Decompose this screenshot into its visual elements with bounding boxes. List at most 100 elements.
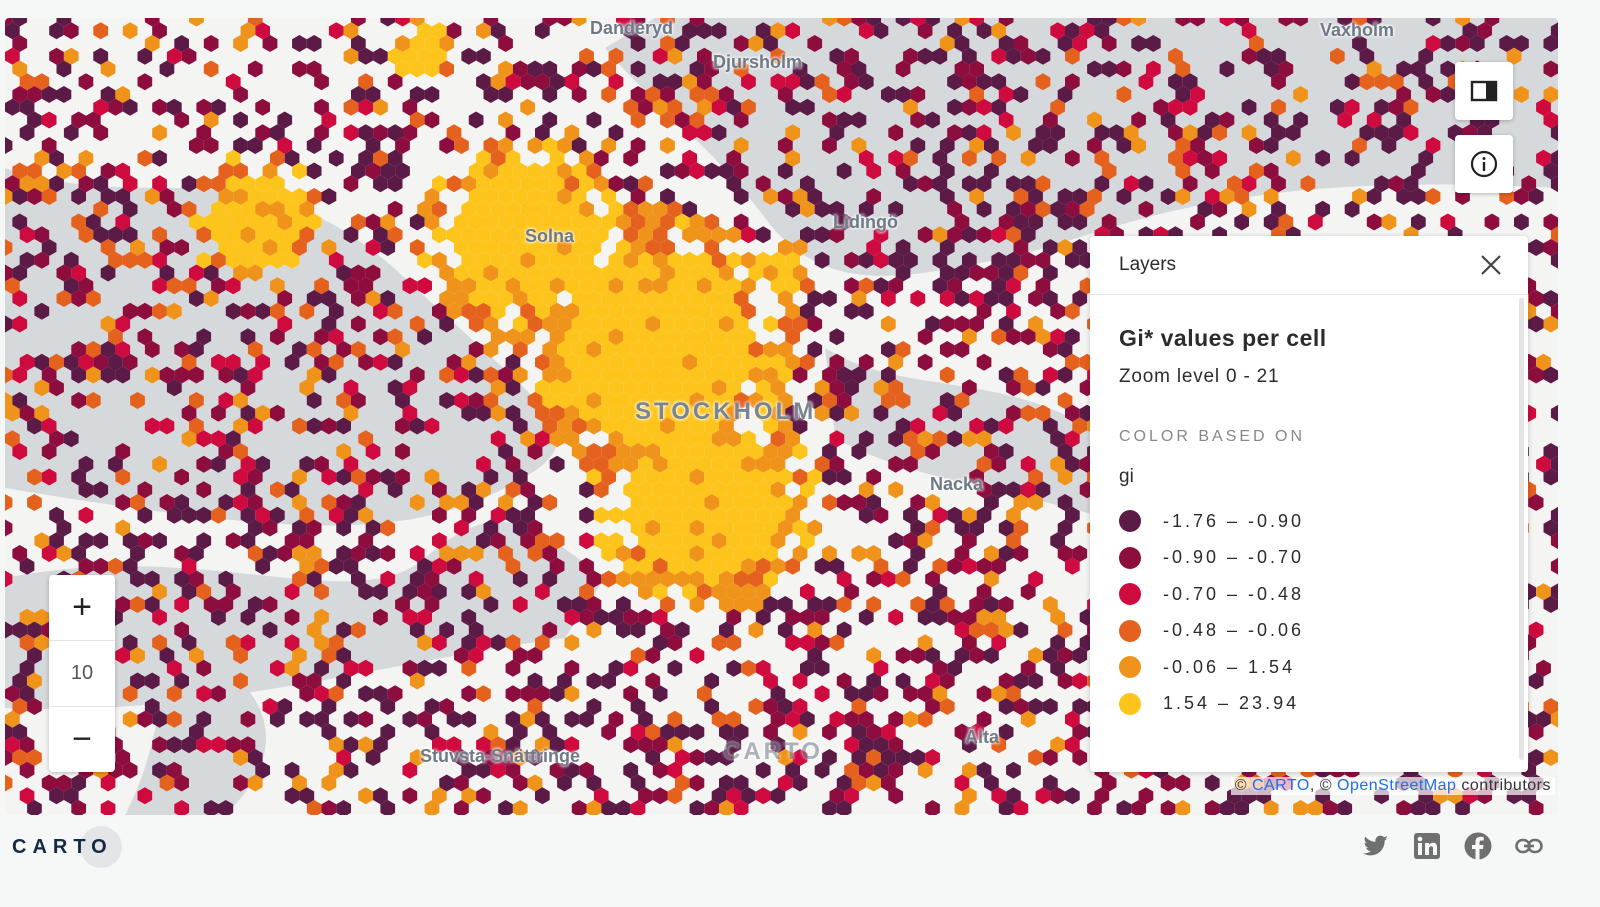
hex-cell	[483, 519, 499, 537]
hex-cell	[689, 596, 705, 613]
hex-cell	[321, 647, 337, 664]
hex-cell	[336, 621, 351, 639]
hex-cell	[1035, 328, 1051, 346]
hex-cell	[454, 366, 469, 384]
hex-cell	[387, 73, 403, 91]
carto-link[interactable]: CARTO	[1251, 777, 1310, 794]
hex-cell	[218, 213, 234, 231]
hex-cell	[306, 35, 322, 52]
hex-cell	[998, 698, 1014, 715]
hex-cell	[152, 608, 167, 626]
hex-cell	[593, 277, 609, 295]
hex-cell	[100, 162, 116, 180]
zoom-in-button[interactable]: +	[49, 575, 115, 641]
hex-cell	[417, 200, 432, 218]
hex-cell	[5, 137, 13, 154]
hex-cell	[667, 251, 683, 269]
hex-cell	[12, 672, 28, 690]
zoom-out-button[interactable]: −	[72, 720, 92, 758]
hex-cell	[12, 213, 28, 231]
hex-cell	[93, 47, 109, 65]
facebook-icon[interactable]	[1464, 832, 1492, 860]
hex-cell	[189, 392, 204, 409]
hex-cell	[63, 47, 79, 65]
hex-cell	[336, 443, 351, 460]
hex-cell	[579, 481, 594, 499]
hex-cell	[984, 264, 999, 282]
hex-cell	[836, 111, 852, 129]
hex-cell	[240, 608, 256, 626]
hex-cell	[763, 494, 778, 511]
hex-cell	[579, 506, 594, 524]
hex-cell	[917, 353, 933, 371]
hex-cell	[947, 226, 962, 244]
hex-cell	[829, 47, 845, 65]
hex-cell	[1440, 86, 1456, 103]
hex-cell	[682, 532, 697, 550]
hex-cell	[1057, 188, 1073, 205]
panel-title: Layers	[1119, 254, 1177, 275]
hex-cell	[461, 226, 477, 244]
hex-cell	[969, 264, 984, 282]
hex-cell	[932, 430, 948, 448]
hex-cell	[12, 86, 28, 103]
hex-cell	[454, 494, 469, 511]
osm-link[interactable]: OpenStreetMap	[1337, 777, 1457, 794]
hex-cell	[432, 583, 447, 601]
hex-cell	[925, 800, 940, 815]
link-icon[interactable]	[1515, 832, 1543, 860]
hex-cell	[498, 749, 513, 766]
hex-cell	[1536, 710, 1551, 728]
hex-cell	[49, 149, 64, 167]
panel-scrollbar[interactable]	[1519, 298, 1524, 760]
hex-cell	[321, 188, 337, 205]
hex-cell	[755, 506, 771, 524]
hex-cell	[991, 787, 1007, 805]
hex-cell	[719, 290, 734, 307]
hex-cell	[660, 290, 675, 307]
hex-cell	[998, 18, 1014, 27]
hex-cell	[903, 557, 918, 575]
hex-cell	[1366, 18, 1382, 27]
hex-cell	[196, 455, 212, 473]
hex-cell	[910, 596, 926, 613]
hex-cell	[1528, 800, 1544, 815]
hex-cell	[41, 366, 57, 384]
hex-cell	[373, 226, 388, 244]
hex-cell	[1020, 149, 1036, 167]
hex-cell	[652, 98, 668, 116]
hex-cell	[78, 277, 94, 295]
hex-cell	[593, 787, 609, 805]
hex-cell	[608, 608, 624, 626]
hex-cell	[571, 264, 587, 282]
carto-logo[interactable]: CARTO	[12, 836, 113, 858]
hex-cell	[461, 481, 477, 499]
toggle-panel-button[interactable]	[1455, 62, 1513, 120]
linkedin-icon[interactable]	[1413, 832, 1441, 860]
hex-cell	[1028, 290, 1043, 307]
hex-cell	[174, 545, 189, 562]
info-button[interactable]	[1455, 135, 1513, 193]
hex-cell	[1028, 698, 1043, 715]
hex-cell	[711, 634, 727, 652]
place-label: STOCKHOLM	[635, 398, 817, 425]
hex-cell	[336, 672, 351, 690]
hex-cell	[122, 685, 138, 703]
close-icon[interactable]	[1480, 254, 1502, 276]
hex-cell	[726, 455, 742, 473]
hex-cell	[1381, 137, 1397, 154]
hex-cell	[895, 18, 911, 27]
hex-cell	[1388, 124, 1404, 142]
hex-cell	[34, 149, 50, 167]
hex-cell	[535, 583, 550, 601]
hex-cell	[601, 570, 616, 588]
hex-cell	[1050, 430, 1065, 448]
hex-cell	[755, 583, 771, 601]
hex-cell	[299, 532, 315, 550]
hex-cell	[292, 468, 307, 486]
hex-cell	[660, 621, 675, 639]
hex-cell	[991, 481, 1007, 499]
hex-cell	[409, 35, 425, 52]
twitter-icon[interactable]	[1362, 832, 1390, 860]
hex-cell	[505, 659, 521, 677]
